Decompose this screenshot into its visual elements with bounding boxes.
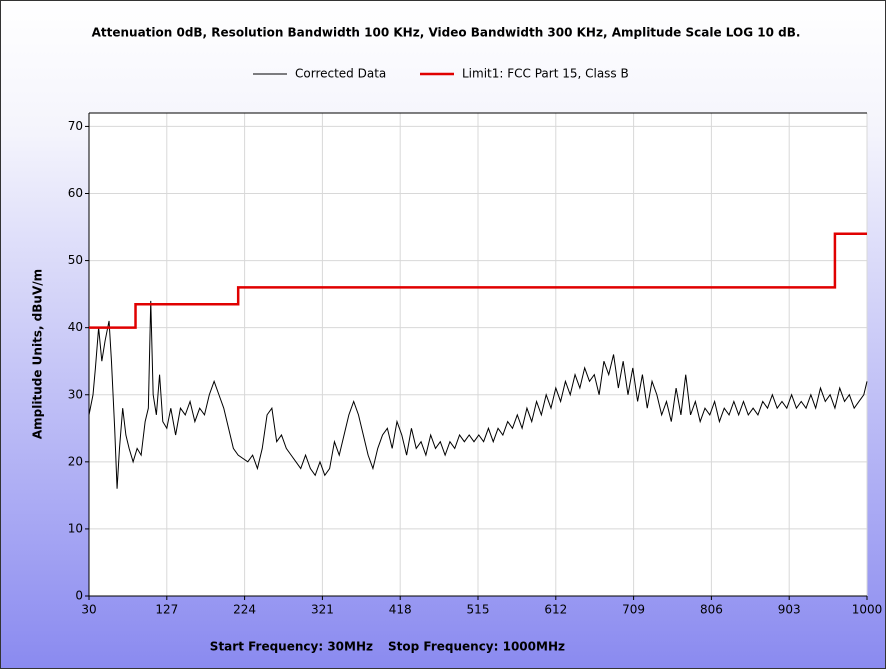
x-tick-label: 418: [389, 603, 412, 617]
chart-title: Attenuation 0dB, Resolution Bandwidth 10…: [92, 26, 801, 40]
x-tick-label: 1000: [852, 603, 883, 617]
data-line: [89, 232, 867, 329]
stop-frequency: Stop Frequency: 1000MHz: [388, 640, 565, 654]
y-tick-label: 70: [68, 119, 83, 133]
y-tick-label: 0: [75, 589, 83, 603]
legend-label: Corrected Data: [295, 67, 386, 81]
x-tick-label: 806: [700, 603, 723, 617]
x-tick-label: 515: [467, 603, 490, 617]
x-tick-label: 709: [622, 603, 645, 617]
y-tick-label: 10: [68, 521, 83, 535]
y-tick-label: 60: [68, 186, 83, 200]
y-axis-label: Amplitude Units, dBuV/m: [31, 269, 45, 439]
x-tick-label: 321: [311, 603, 334, 617]
start-frequency: Start Frequency: 30MHz: [210, 640, 373, 654]
data-line: [88, 300, 868, 489]
y-tick-label: 50: [68, 253, 83, 267]
x-tick-label: 612: [544, 603, 567, 617]
x-tick-label: 224: [233, 603, 256, 617]
y-tick-label: 30: [68, 387, 83, 401]
x-tick-label: 127: [155, 603, 178, 617]
y-tick-label: 40: [68, 320, 83, 334]
y-tick-label: 20: [68, 454, 83, 468]
legend-label: Limit1: FCC Part 15, Class B: [462, 67, 629, 81]
x-tick-label: 903: [778, 603, 801, 617]
x-tick-label: 30: [81, 603, 96, 617]
